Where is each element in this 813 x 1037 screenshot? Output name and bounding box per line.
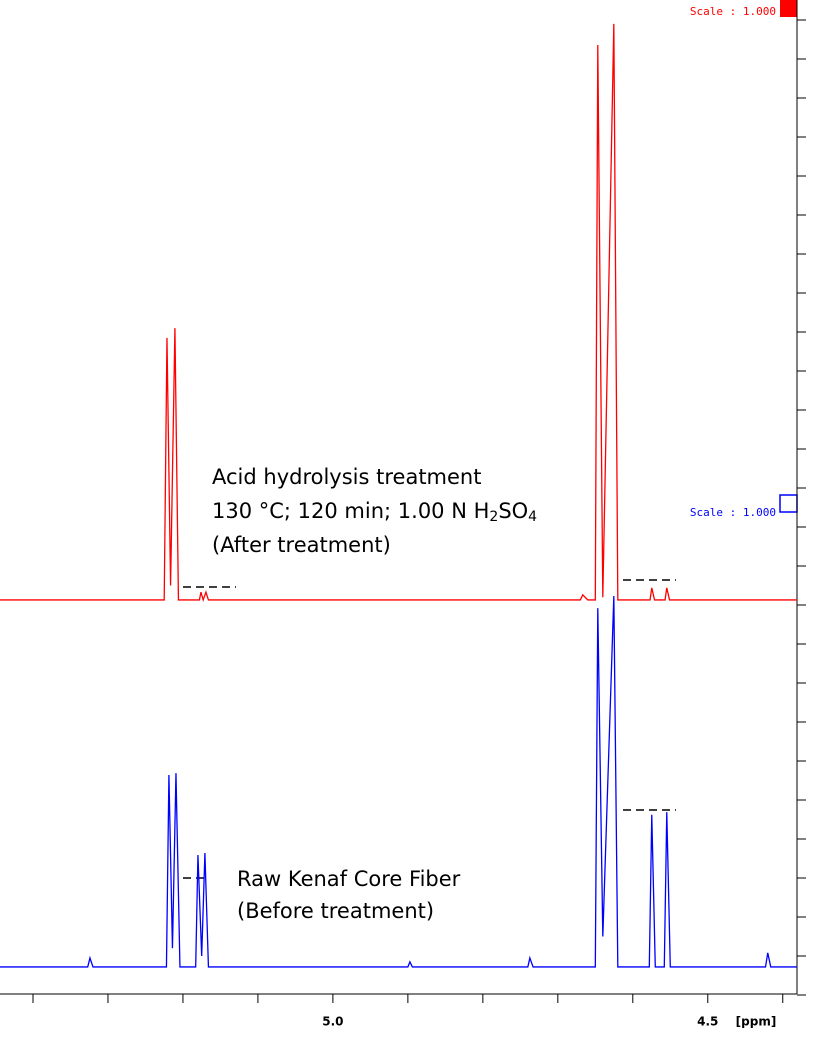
- x-axis-label: [ppm]: [736, 1015, 777, 1029]
- x-tick-label: 4.5: [697, 1015, 718, 1029]
- annotation-sub: 4: [528, 509, 537, 525]
- scale-label: Scale : 1.000: [690, 5, 776, 18]
- annotation-part: SO: [498, 499, 528, 523]
- blue-scale-marker: [779, 494, 798, 513]
- annotation: Acid hydrolysis treatment: [212, 465, 481, 489]
- spectrum-line: [0, 596, 797, 968]
- annotation: (Before treatment): [237, 899, 434, 923]
- annotation: 130 °C; 120 min; 1.00 N H2SO4: [212, 499, 537, 525]
- annotation-sub: 2: [489, 509, 498, 525]
- scale-label: Scale : 1.000: [690, 506, 776, 519]
- annotation: Raw Kenaf Core Fiber: [237, 867, 461, 891]
- annotation-part: 130 °C; 120 min; 1.00 N H: [212, 499, 489, 523]
- red-scale-marker: [780, 0, 797, 17]
- x-tick-label: 5.0: [322, 1015, 343, 1029]
- spectrum-line: [0, 23, 797, 603]
- annotation: (After treatment): [212, 533, 391, 557]
- dash-markers: [183, 579, 676, 879]
